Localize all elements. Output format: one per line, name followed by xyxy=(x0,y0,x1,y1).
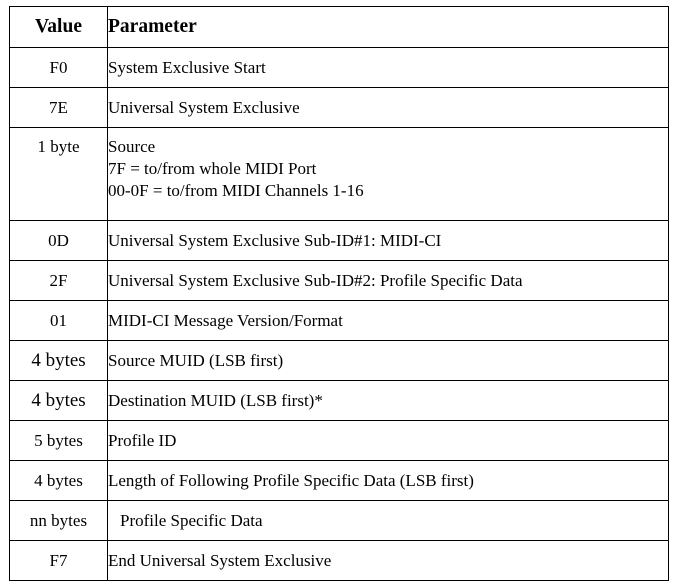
value-cell: 0D xyxy=(9,220,108,261)
parameter-cell: Source MUID (LSB first) xyxy=(107,340,669,381)
value-cell: 4 bytes xyxy=(9,460,108,501)
table-row: 4 bytes Destination MUID (LSB first)* xyxy=(9,380,669,421)
value-cell: nn bytes xyxy=(9,500,108,541)
parameter-cell: System Exclusive Start xyxy=(107,47,669,88)
value-cell: 01 xyxy=(9,300,108,341)
sysex-message-table: Value Parameter F0 System Exclusive Star… xyxy=(9,6,669,581)
table-row: 2F Universal System Exclusive Sub-ID#2: … xyxy=(9,260,669,301)
table-row: 5 bytes Profile ID xyxy=(9,420,669,461)
table-row: 4 bytes Length of Following Profile Spec… xyxy=(9,460,669,501)
parameter-cell: Length of Following Profile Specific Dat… xyxy=(107,460,669,501)
parameter-cell: Universal System Exclusive xyxy=(107,87,669,128)
value-cell: 7E xyxy=(9,87,108,128)
value-cell: 4 bytes xyxy=(9,340,108,381)
parameter-cell: Profile Specific Data xyxy=(107,500,669,541)
value-cell: F7 xyxy=(9,540,108,581)
parameter-cell: MIDI-CI Message Version/Format xyxy=(107,300,669,341)
table-row: 0D Universal System Exclusive Sub-ID#1: … xyxy=(9,220,669,261)
table-row: 01 MIDI-CI Message Version/Format xyxy=(9,300,669,341)
parameter-cell: End Universal System Exclusive xyxy=(107,540,669,581)
table-row: nn bytes Profile Specific Data xyxy=(9,500,669,541)
value-cell: 2F xyxy=(9,260,108,301)
table-row: 7E Universal System Exclusive xyxy=(9,87,669,128)
parameter-note: 00-0F = to/from MIDI Channels 1-16 xyxy=(108,181,364,200)
parameter-cell: Source 7F = to/from whole MIDI Port 00-0… xyxy=(107,127,669,221)
parameter-cell: Universal System Exclusive Sub-ID#2: Pro… xyxy=(107,260,669,301)
table-header-row: Value Parameter xyxy=(9,6,669,48)
parameter-note: 7F = to/from whole MIDI Port xyxy=(108,159,317,178)
value-cell: 5 bytes xyxy=(9,420,108,461)
parameter-column-header: Parameter xyxy=(107,6,669,48)
value-cell: 1 byte xyxy=(9,127,108,221)
value-column-header: Value xyxy=(9,6,108,48)
table-row: F0 System Exclusive Start xyxy=(9,47,669,88)
parameter-title: Source xyxy=(108,137,156,156)
table-row: F7 End Universal System Exclusive xyxy=(9,540,669,581)
table-row: 4 bytes Source MUID (LSB first) xyxy=(9,340,669,381)
value-cell: F0 xyxy=(9,47,108,88)
table-row: 1 byte Source 7F = to/from whole MIDI Po… xyxy=(9,127,669,221)
parameter-cell: Universal System Exclusive Sub-ID#1: MID… xyxy=(107,220,669,261)
parameter-cell: Profile ID xyxy=(107,420,669,461)
value-cell: 4 bytes xyxy=(9,380,108,421)
parameter-cell: Destination MUID (LSB first)* xyxy=(107,380,669,421)
